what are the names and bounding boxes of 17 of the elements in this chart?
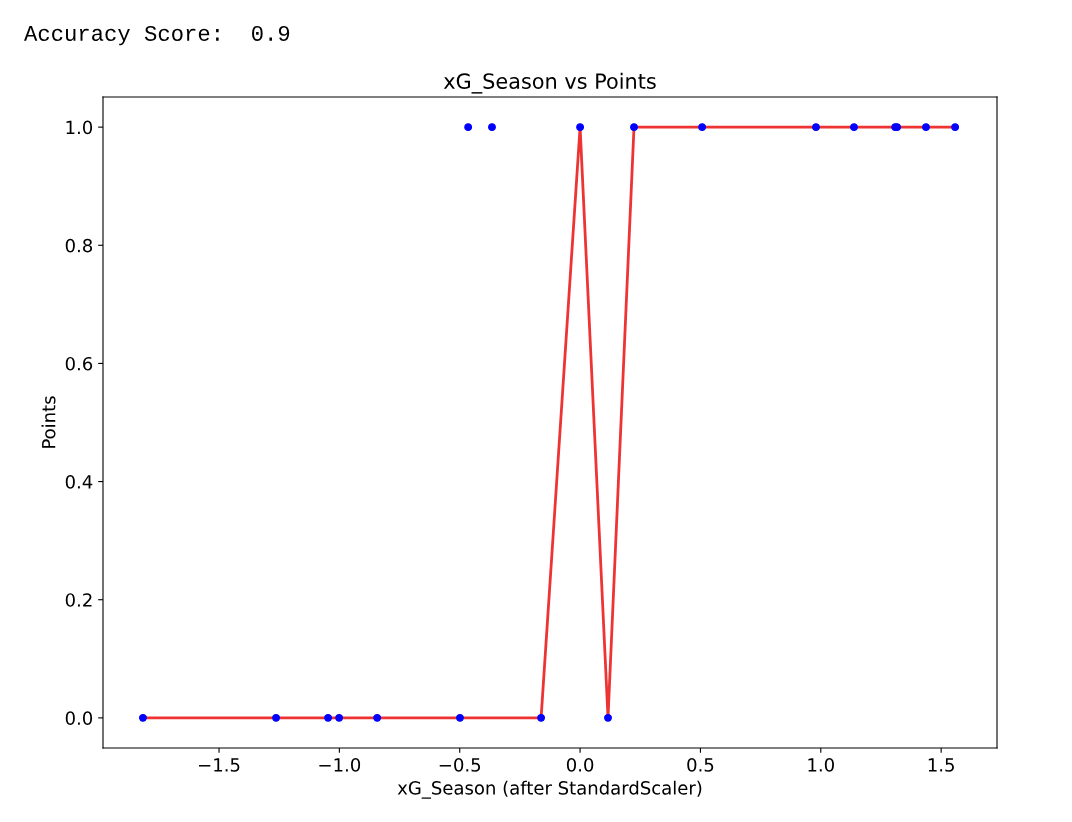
y-tick-label: 0.6 (65, 356, 93, 371)
y-tick-label: 1.0 (66, 120, 93, 135)
y-tick-label: 0.8 (65, 238, 93, 253)
y-tick-label: 0.4 (65, 475, 93, 489)
x-tick-label: −1.0 (319, 758, 361, 772)
x-tick-label: 1.5 (928, 758, 954, 772)
x-axis-title: xG_Season (after StandardScaler) (397, 780, 702, 799)
x-tick-label: 1.0 (808, 758, 834, 772)
x-tick-label: 0.5 (687, 758, 714, 772)
text: Accuracy Score: 0.9 (24, 25, 290, 46)
x-tick-label: 0.0 (566, 758, 594, 772)
y-tick-label: 0.2 (65, 593, 92, 607)
y-tick-label: 0.0 (65, 711, 93, 725)
x-tick-label: −0.5 (439, 758, 481, 772)
chart-title: xG_Season vs Points (443, 72, 656, 94)
x-tick-label: −1.5 (199, 758, 240, 772)
y-axis-title: Points (41, 396, 56, 448)
